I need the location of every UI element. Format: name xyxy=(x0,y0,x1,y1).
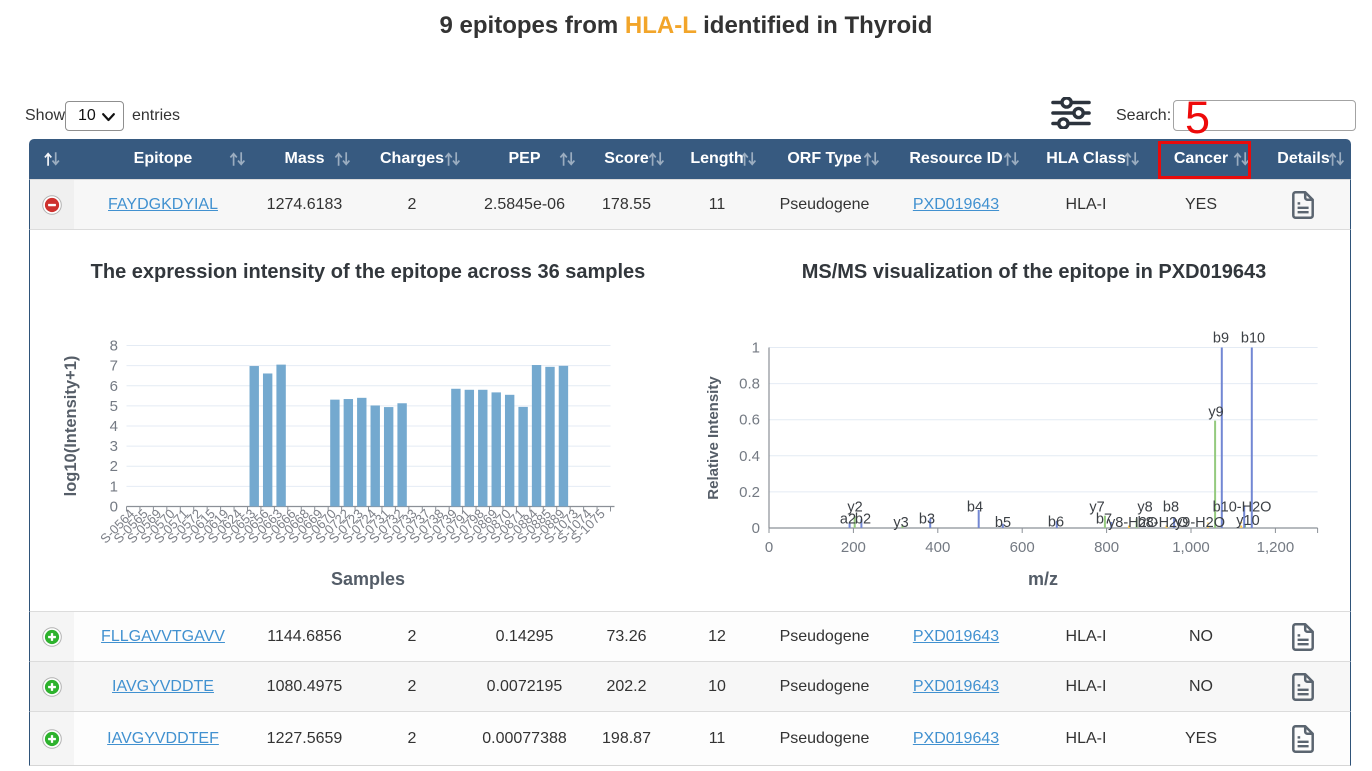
svg-text:y10: y10 xyxy=(1236,513,1259,529)
svg-text:1,000: 1,000 xyxy=(1172,539,1210,556)
svg-text:b7: b7 xyxy=(1096,512,1112,528)
svg-text:0: 0 xyxy=(752,520,760,537)
svg-text:7: 7 xyxy=(110,358,118,375)
svg-text:200: 200 xyxy=(841,539,866,556)
svg-text:y9: y9 xyxy=(1208,405,1223,421)
svg-text:0.2: 0.2 xyxy=(739,484,760,501)
svg-text:log10(Intensity+1): log10(Intensity+1) xyxy=(62,356,80,497)
svg-text:b8-H2O: b8-H2O xyxy=(1138,515,1189,531)
svg-text:m/z: m/z xyxy=(1028,569,1058,589)
svg-text:b9: b9 xyxy=(1213,331,1229,347)
svg-text:b6: b6 xyxy=(1048,515,1064,531)
svg-text:y7: y7 xyxy=(1089,500,1104,516)
svg-text:b10-H2O: b10-H2O xyxy=(1213,500,1272,516)
svg-text:The expression intensity of th: The expression intensity of the epitope … xyxy=(91,261,646,283)
svg-text:b3: b3 xyxy=(919,512,935,528)
svg-text:b10: b10 xyxy=(1241,331,1265,347)
svg-text:0.8: 0.8 xyxy=(739,376,760,393)
svg-text:y3: y3 xyxy=(893,515,908,531)
svg-text:600: 600 xyxy=(1010,539,1035,556)
svg-text:Samples: Samples xyxy=(331,569,405,589)
svg-text:a2: a2 xyxy=(840,512,856,528)
svg-text:0: 0 xyxy=(765,539,773,556)
svg-text:y2: y2 xyxy=(847,500,862,516)
svg-text:b4: b4 xyxy=(967,500,983,516)
svg-text:8: 8 xyxy=(110,338,118,355)
svg-text:Relative Intensity: Relative Intensity xyxy=(705,376,722,500)
svg-text:3: 3 xyxy=(110,438,118,455)
svg-text:MS/MS visualization of the epi: MS/MS visualization of the epitope in PX… xyxy=(802,261,1267,283)
svg-text:2: 2 xyxy=(110,458,118,475)
svg-text:b5: b5 xyxy=(995,515,1011,531)
svg-text:400: 400 xyxy=(925,539,950,556)
svg-text:b8: b8 xyxy=(1163,500,1179,516)
svg-text:y8: y8 xyxy=(1137,500,1152,516)
svg-text:0: 0 xyxy=(110,499,118,516)
svg-text:1: 1 xyxy=(110,478,118,495)
svg-text:4: 4 xyxy=(110,418,118,435)
svg-text:6: 6 xyxy=(110,378,118,395)
svg-text:0.6: 0.6 xyxy=(739,412,760,429)
svg-text:y8-H2O: y8-H2O xyxy=(1108,515,1158,531)
svg-text:b2: b2 xyxy=(855,512,871,528)
svg-text:5: 5 xyxy=(110,398,118,415)
svg-text:y9-H2O: y9-H2O xyxy=(1175,515,1225,531)
svg-text:0.4: 0.4 xyxy=(739,448,760,465)
svg-text:1,200: 1,200 xyxy=(1257,539,1295,556)
svg-text:1: 1 xyxy=(752,340,760,357)
svg-text:800: 800 xyxy=(1094,539,1119,556)
